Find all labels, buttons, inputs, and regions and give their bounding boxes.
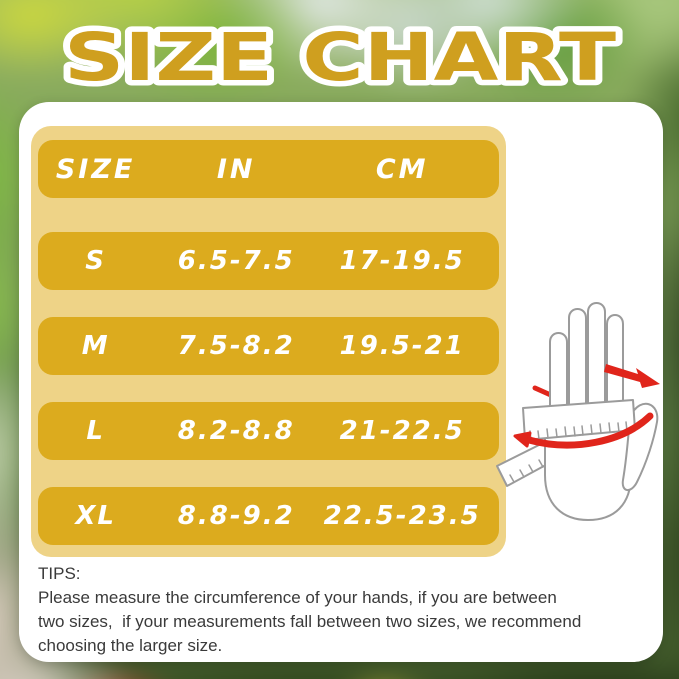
pinky-finger xyxy=(549,332,568,413)
table-row-l: L 8.2-8.8 21-22.5 xyxy=(38,402,499,460)
tips-line: two sizes, if your measurements fall bet… xyxy=(38,612,582,631)
cm-cell: 17-19.5 xyxy=(339,246,465,276)
size-table: SIZE IN CM S 6.5-7.5 17-19.5 M 7.5-8.2 1… xyxy=(31,126,506,557)
table-row-m: M 7.5-8.2 19.5-21 xyxy=(38,317,499,375)
tips-line: choosing the larger size. xyxy=(38,636,223,655)
col-header-cm: CM xyxy=(375,153,429,185)
size-cell: L xyxy=(86,416,105,446)
cm-cell: 19.5-21 xyxy=(339,331,465,361)
table-header-row: SIZE IN CM xyxy=(38,140,499,198)
page-title: SIZE CHART xyxy=(64,19,616,96)
white-card: SIZE IN CM S 6.5-7.5 17-19.5 M 7.5-8.2 1… xyxy=(19,102,663,662)
in-cell: 7.5-8.2 xyxy=(177,331,295,361)
wrap-direction-swoosh xyxy=(525,412,654,449)
tips-line: Please measure the circumference of your… xyxy=(38,588,557,607)
middle-finger xyxy=(587,302,606,413)
size-cell: XL xyxy=(75,501,116,531)
ring-finger xyxy=(568,308,587,413)
in-cell: 8.2-8.8 xyxy=(177,416,295,446)
in-cell: 6.5-7.5 xyxy=(177,246,295,276)
wrap-direction-arrow-right-icon xyxy=(604,364,660,388)
index-finger xyxy=(606,314,624,415)
col-header-size: SIZE xyxy=(55,153,136,185)
tape-tail-ticks xyxy=(509,455,551,483)
wrap-direction-arrow-left-icon xyxy=(513,431,532,448)
size-cell: M xyxy=(81,331,110,361)
tips-label: TIPS: xyxy=(38,564,81,583)
table-row-s: S 6.5-7.5 17-19.5 xyxy=(38,232,499,290)
cm-cell: 22.5-23.5 xyxy=(323,501,481,531)
page-title-graphic: SIZE CHART xyxy=(59,14,622,102)
hand-with-measuring-tape-icon xyxy=(493,290,668,535)
tips-section: TIPS: Please measure the circumference o… xyxy=(38,562,644,658)
size-cell: S xyxy=(85,246,106,276)
table-row-xl: XL 8.8-9.2 22.5-23.5 xyxy=(38,487,499,545)
in-cell: 8.8-9.2 xyxy=(177,501,295,531)
cm-cell: 21-22.5 xyxy=(339,416,465,446)
col-header-in: IN xyxy=(216,153,256,185)
